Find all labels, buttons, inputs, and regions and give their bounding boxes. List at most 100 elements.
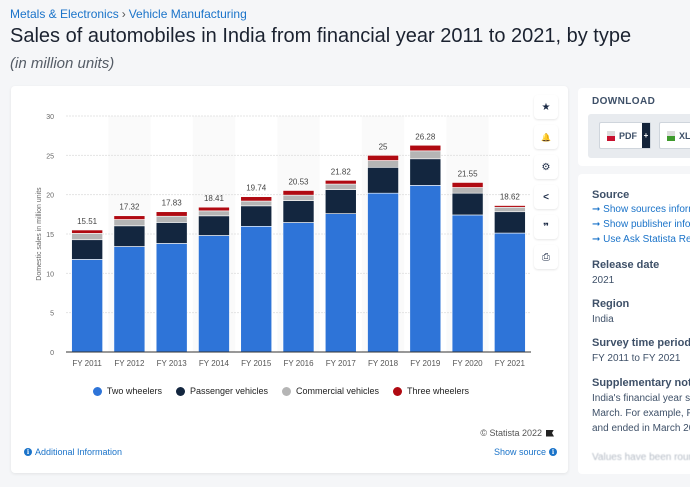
show-source-link[interactable]: Show source i [494,447,557,457]
breadcrumb-link-vehicle[interactable]: Vehicle Manufacturing [128,7,247,21]
bar-segment-two-wheelers [367,192,399,353]
share-button[interactable]: < [534,185,558,209]
bar-segment-commercial-vehicles [367,160,399,168]
ask-statista-link[interactable]: ➞ Use Ask Statista Research Service [592,234,690,245]
legend-dot-icon [282,386,291,396]
additional-information-label: Additional Information [35,447,123,457]
y-tick-label: 20 [46,193,54,200]
bar-segment-two-wheelers [71,259,103,353]
x-tick-label: FY 2012 [114,359,145,368]
plus-icon[interactable]: + [642,123,650,148]
y-tick-label: 5 [50,311,54,318]
copyright: © Statista 2022 [480,428,554,438]
bar-segment-two-wheelers [451,214,484,353]
bar-segment-two-wheelers [113,246,146,353]
legend-item-commercial-vehicles[interactable]: Commercial vehicles [282,386,379,396]
bar-segment-passenger-vehicles [113,225,146,247]
favorite-button[interactable]: ★ [534,95,558,119]
legend-label: Three wheelers [407,386,470,396]
bar-segment-two-wheelers [198,235,230,353]
x-tick-label: FY 2014 [199,359,230,368]
bar-segment-three-wheelers [367,155,399,161]
bar-segment-passenger-vehicles [198,215,230,236]
cite-button[interactable]: ❞ [534,215,558,239]
arrow-right-icon: ➞ [592,234,604,245]
bar-segment-two-wheelers [155,243,188,353]
bar-segment-two-wheelers [282,222,315,353]
stacked-bar-chart: 0 5 10 15 20 25 30 Domestic sales in million un… [36,114,531,368]
additional-information-link[interactable]: i Additional Information [24,447,122,457]
note-line-faded: Values have been rounded. [592,452,690,463]
flag-icon[interactable] [546,429,554,437]
total-data-label: 15.51 [77,217,98,226]
bar-segment-commercial-vehicles [155,215,188,223]
chart-card: 0 5 10 15 20 25 30 Domestic sales in million un… [11,86,568,473]
bar-segment-commercial-vehicles [324,183,357,190]
notification-button[interactable]: 🔔 [534,125,558,149]
share-icon: < [543,191,549,203]
show-publisher-link[interactable]: ➞ Show publisher information [592,219,690,230]
x-tick-label: FY 2016 [283,359,314,368]
bar-segment-passenger-vehicles [324,189,357,214]
legend-item-two-wheelers[interactable]: Two wheelers [92,386,162,396]
bar-segment-commercial-vehicles [240,200,273,207]
download-pdf-button[interactable]: PDF + [599,122,651,149]
bar-segment-commercial-vehicles [451,187,484,194]
release-date-heading: Release date [592,259,660,271]
legend-item-three-wheelers[interactable]: Three wheelers [393,386,469,396]
total-data-label: 26.28 [415,132,436,141]
total-data-label: 20.53 [288,177,309,186]
survey-period-value: FY 2011 to FY 2021 [592,353,681,364]
download-xls-button[interactable]: XLS [659,122,690,149]
legend-dot-icon [92,386,102,396]
chart-legend: Two wheelers Passenger vehicles Commerci… [11,386,551,396]
bar-segment-commercial-vehicles [71,233,103,241]
bar-segment-passenger-vehicles [240,205,273,227]
pdf-file-icon [607,130,615,141]
bar-segment-three-wheelers [451,182,484,188]
bar-segment-passenger-vehicles [494,211,526,234]
breadcrumb-link-metals[interactable]: Metals & Electronics [10,7,119,21]
release-date-value: 2021 [592,275,615,286]
arrow-right-icon: ➞ [592,219,604,230]
source-heading: Source [592,189,630,201]
breadcrumb-separator: › [121,7,126,21]
link-label: Show sources information [603,204,690,215]
bar-segment-passenger-vehicles [367,166,399,194]
download-bar: PDF + XLS [588,114,690,158]
legend-item-passenger-vehicles[interactable]: Passenger vehicles [175,386,268,396]
pdf-label: PDF [619,130,637,141]
settings-button[interactable]: ⚙ [534,155,558,179]
bar-segment-two-wheelers [494,232,526,353]
show-sources-link[interactable]: ➞ Show sources information [592,204,690,215]
legend-dot-icon [175,386,185,396]
y-tick-label: 30 [46,114,54,121]
x-tick-label: FY 2015 [241,359,272,368]
show-source-label: Show source [493,447,546,457]
bar-segment-passenger-vehicles [451,192,484,216]
x-tick-label: FY 2019 [410,359,441,368]
bar-segment-commercial-vehicles [198,210,230,217]
x-tick-label: FY 2017 [326,359,357,368]
statistic-details-panel: Source ➞ Show sources information ➞ Show… [578,174,690,474]
bar-segment-three-wheelers [155,211,188,217]
star-icon: ★ [541,101,551,113]
region-heading: Region [592,298,630,310]
page-title: Sales of automobiles in India from finan… [10,25,632,47]
print-button[interactable]: ⎙ [534,245,558,269]
bar-segment-passenger-vehicles [155,222,188,244]
y-axis-label: Domestic sales in million units [36,187,43,281]
region-value: India [592,314,614,325]
bar-segment-three-wheelers [198,206,230,212]
y-tick-label: 10 [46,271,54,278]
total-data-label: 17.83 [162,199,183,208]
total-data-label: 18.41 [204,194,225,203]
gear-icon: ⚙ [541,161,551,173]
copyright-text: © Statista 2022 [480,428,542,438]
x-tick-label: FY 2020 [453,359,484,368]
xls-file-icon [667,130,675,141]
chart-toolbar: ★ 🔔 ⚙ < ❞ ⎙ [534,95,558,269]
info-icon: i [549,448,557,456]
bar-segment-three-wheelers [113,215,146,220]
link-label: Show publisher information [603,219,690,230]
